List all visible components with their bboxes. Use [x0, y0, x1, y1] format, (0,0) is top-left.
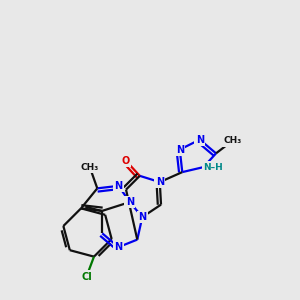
- Text: N: N: [156, 177, 164, 187]
- Text: N: N: [126, 197, 134, 207]
- Text: N: N: [196, 135, 204, 145]
- Text: N: N: [138, 212, 146, 222]
- Text: N: N: [176, 145, 184, 154]
- Text: Cl: Cl: [81, 272, 92, 282]
- Text: N: N: [115, 242, 123, 252]
- Text: CH₃: CH₃: [81, 163, 99, 172]
- Text: CH₃: CH₃: [223, 136, 242, 146]
- Text: O: O: [122, 156, 130, 166]
- Text: N–H: N–H: [203, 163, 223, 172]
- Text: N: N: [115, 181, 123, 191]
